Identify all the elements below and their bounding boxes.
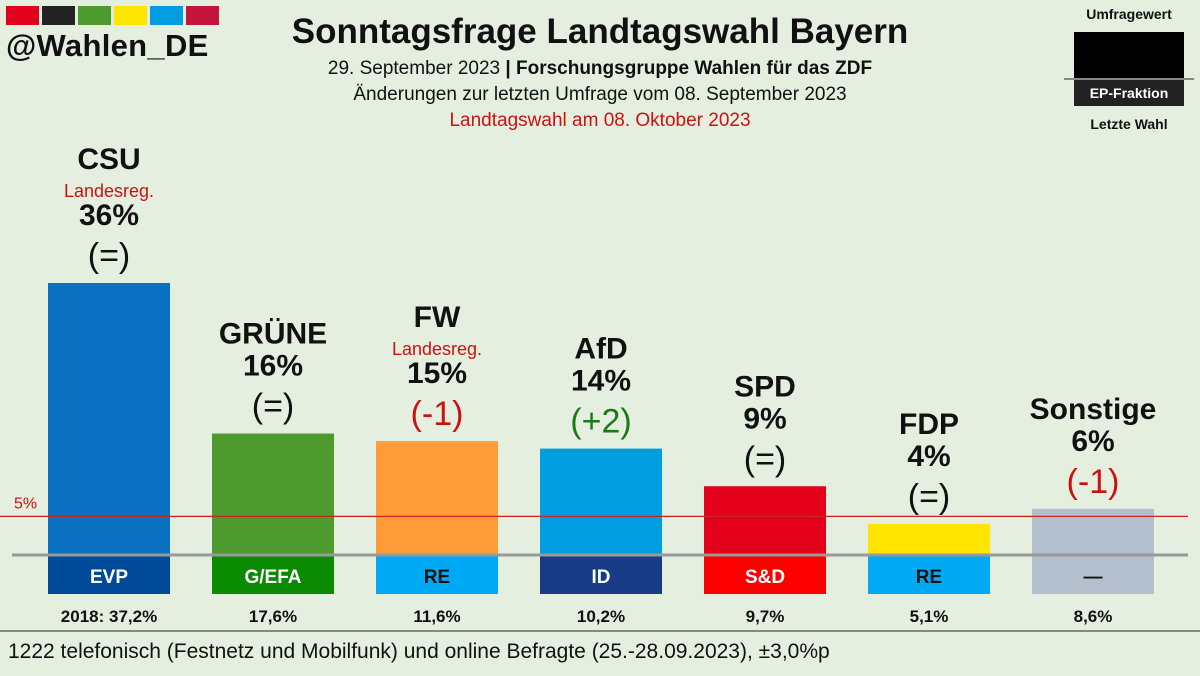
- legend-umfragewert: Umfragewert: [1086, 6, 1172, 22]
- government-note: Landesreg.: [64, 181, 154, 201]
- ep-group-label: RE: [424, 567, 450, 588]
- bar: [48, 283, 170, 554]
- legend: Umfragewert EP-Fraktion Letzte Wahl: [1064, 6, 1194, 132]
- separator: |: [505, 58, 511, 79]
- party-label: CSU: [77, 143, 140, 176]
- bar: [704, 486, 826, 554]
- value-label: 16%: [243, 350, 303, 383]
- legend-baseline: [1064, 78, 1194, 80]
- ep-group-label: S&D: [745, 567, 785, 588]
- last-election-value: 2018: 37,2%: [61, 607, 157, 626]
- bar: [1032, 508, 1154, 554]
- value-label: 4%: [907, 440, 950, 473]
- party-label: SPD: [734, 370, 796, 403]
- ep-group-box: [868, 556, 990, 594]
- ep-group-box: [1032, 556, 1154, 594]
- flag-stripe: [6, 6, 219, 25]
- election-note: Landtagswahl am 08. Oktober 2023: [449, 110, 751, 131]
- header: Sonntagsfrage Landtagswahl Bayern 29. Se…: [200, 8, 1000, 134]
- pollster: Forschungsgruppe Wahlen für das ZDF: [515, 58, 873, 79]
- value-label: 36%: [79, 199, 139, 232]
- ep-group-label: G/EFA: [244, 567, 301, 588]
- ep-group-box: [376, 556, 498, 594]
- government-note: Landesreg.: [392, 339, 482, 359]
- flag-swatch: [186, 6, 219, 25]
- flag-swatch: [78, 6, 111, 25]
- flag-swatch: [6, 6, 39, 25]
- value-label: 6%: [1071, 425, 1114, 458]
- methodology-note: 1222 telefonisch (Festnetz und Mobilfunk…: [8, 640, 830, 663]
- party-label: GRÜNE: [219, 318, 327, 351]
- account-handle: @Wahlen_DE: [6, 28, 209, 63]
- ep-group-box: [704, 556, 826, 594]
- ep-group-label: —: [1084, 567, 1103, 588]
- change-label: (=): [252, 388, 295, 426]
- last-election-value: 9,7%: [746, 607, 785, 626]
- ep-group-box: [540, 556, 662, 594]
- flag-swatch: [42, 6, 75, 25]
- bar: [376, 441, 498, 554]
- value-label: 9%: [743, 402, 786, 435]
- change-label: (+2): [570, 403, 631, 441]
- party-label: AfD: [574, 333, 627, 366]
- party-label: Sonstige: [1030, 393, 1157, 426]
- value-label: 15%: [407, 357, 467, 390]
- poll-date: 29. September 2023: [327, 58, 501, 79]
- legend-swatch: [1074, 32, 1184, 78]
- party-label: FW: [414, 301, 461, 334]
- legend-ep-fraktion: EP-Fraktion: [1074, 80, 1184, 106]
- change-label: (=): [744, 440, 787, 478]
- legend-letzte-wahl: Letzte Wahl: [1090, 116, 1168, 132]
- change-label: (-1): [411, 395, 464, 433]
- last-election-value: 8,6%: [1074, 607, 1113, 626]
- threshold-label: 5%: [14, 495, 37, 512]
- value-label: 14%: [571, 365, 631, 398]
- ep-group-label: RE: [916, 567, 942, 588]
- bar: [212, 433, 334, 554]
- last-election-value: 11,6%: [413, 607, 460, 626]
- last-election-value: 10,2%: [577, 607, 625, 626]
- chart-title: Sonntagsfrage Landtagswahl Bayern: [291, 12, 909, 51]
- ep-group-box: [48, 556, 170, 594]
- ep-group-label: ID: [592, 567, 611, 588]
- bar: [540, 448, 662, 554]
- change-note: Änderungen zur letzten Umfrage vom 08. S…: [353, 84, 847, 105]
- bar: [868, 523, 990, 554]
- change-label: (=): [908, 478, 951, 516]
- change-label: (-1): [1067, 463, 1120, 501]
- change-label: (=): [88, 237, 131, 275]
- flag-swatch: [114, 6, 147, 25]
- ep-group-label: EVP: [90, 567, 128, 588]
- ep-group-box: [212, 556, 334, 594]
- last-election-value: 17,6%: [249, 607, 297, 626]
- last-election-value: 5,1%: [910, 607, 949, 626]
- flag-swatch: [150, 6, 183, 25]
- footer-divider: [0, 630, 1200, 632]
- party-label: FDP: [899, 408, 959, 441]
- subtitle-line: 29. September 2023 | Forschungsgruppe Wa…: [200, 56, 1000, 82]
